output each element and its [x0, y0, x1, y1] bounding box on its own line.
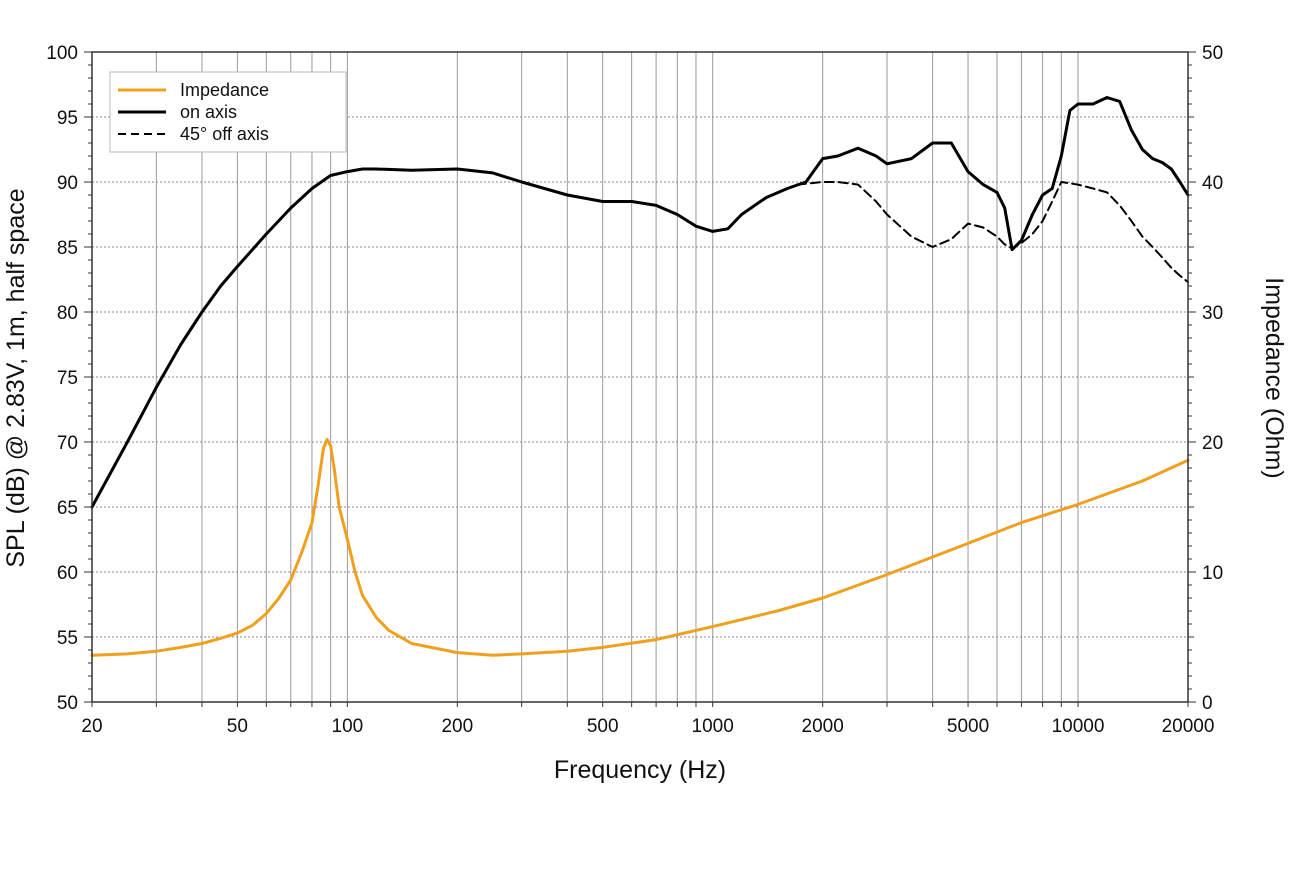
y-tick-label: 100	[46, 43, 78, 64]
y-tick-label: 50	[57, 693, 78, 714]
y-tick-label: 75	[57, 368, 78, 389]
legend-label: on axis	[180, 102, 237, 122]
series-line-1	[90, 96, 1190, 509]
y-tick-label: 95	[57, 108, 78, 129]
y2-tick-label: 20	[1202, 433, 1223, 454]
series-line-2	[795, 181, 1189, 284]
y2-tick-label: 50	[1202, 43, 1223, 64]
y-tick-label: 65	[57, 498, 78, 519]
y-tick-label: 55	[57, 628, 78, 649]
legend-label: 45° off axis	[180, 124, 269, 144]
x-tick-label: 5000	[947, 716, 989, 737]
legend-label: Impedance	[180, 80, 269, 100]
y-tick-label: 80	[57, 303, 78, 324]
series-line-0	[90, 437, 1190, 657]
x-tick-label: 100	[332, 716, 364, 737]
x-tick-label: 1000	[692, 716, 734, 737]
y2-axis-title: Impedance (Ohm)	[1260, 277, 1288, 478]
y-tick-label: 90	[57, 173, 78, 194]
x-tick-label: 20000	[1162, 716, 1215, 737]
y2-tick-label: 0	[1202, 693, 1213, 714]
x-axis-title: Frequency (Hz)	[554, 756, 726, 784]
x-tick-label: 200	[441, 716, 473, 737]
y-tick-label: 60	[57, 563, 78, 584]
y2-tick-label: 10	[1202, 563, 1223, 584]
y-axis-title: SPL (dB) @ 2.83V, 1m, half space	[2, 188, 30, 567]
y-tick-label: 85	[57, 238, 78, 259]
y-tick-label: 70	[57, 433, 78, 454]
x-tick-label: 20	[81, 716, 102, 737]
x-tick-label: 500	[587, 716, 619, 737]
y2-tick-label: 40	[1202, 173, 1223, 194]
y2-tick-label: 30	[1202, 303, 1223, 324]
x-tick-label: 50	[227, 716, 248, 737]
x-tick-label: 2000	[802, 716, 844, 737]
x-tick-label: 10000	[1052, 716, 1105, 737]
